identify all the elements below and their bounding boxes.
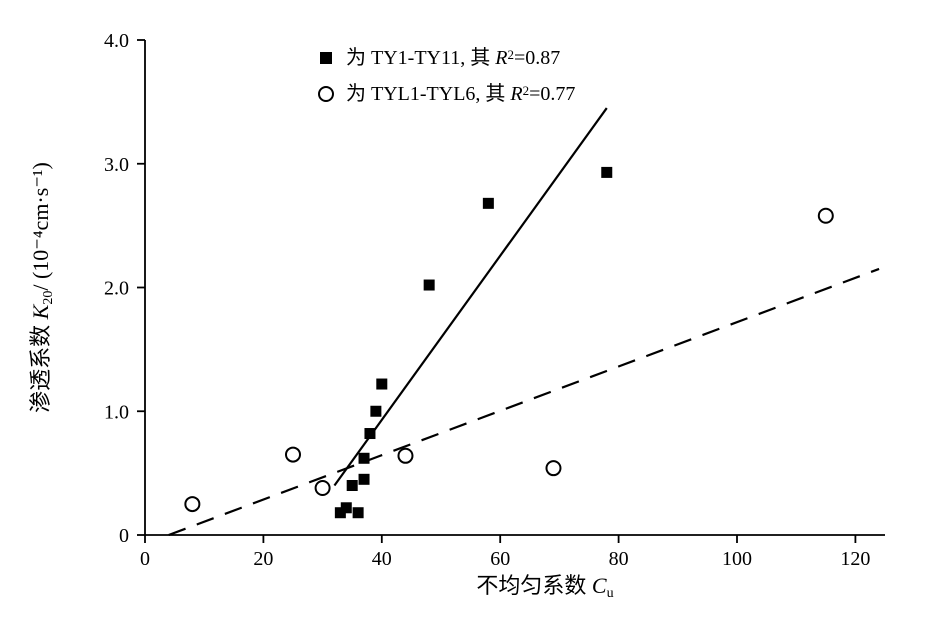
y-axis-label: 渗透系数 K20/ (10⁻⁴cm·s⁻¹) [28, 162, 56, 413]
x-tick-label: 40 [372, 548, 392, 570]
point-s2 [316, 481, 330, 495]
trend-line-s2 [169, 269, 879, 535]
x-tick-label: 0 [140, 548, 150, 570]
point-s1 [353, 507, 364, 518]
scatter-chart: 0 20 40 60 80 100 120 0 1.0 2.0 3.0 4.0 不均匀系数 Cu 渗透系数… [0, 0, 942, 622]
point-s1 [601, 167, 612, 178]
x-tick-label: 80 [609, 548, 629, 570]
x-tick-label: 60 [490, 548, 510, 570]
point-s1 [364, 428, 375, 439]
point-s2 [398, 449, 412, 463]
x-tick-label: 100 [722, 548, 752, 570]
axes [145, 40, 885, 535]
point-s1 [347, 480, 358, 491]
point-s1 [341, 502, 352, 513]
point-s1 [424, 280, 435, 291]
chart-svg: 0 20 40 60 80 100 120 0 1.0 2.0 3.0 4.0 不均匀系数 Cu 渗透系数… [0, 0, 942, 622]
legend-label-s2: 为 TYL1-TYL6, 其 R2=0.77 [346, 82, 575, 105]
x-tick-label: 120 [840, 548, 870, 570]
legend-label-s1: 为 TY1-TY11, 其 R2=0.87 [346, 46, 560, 69]
point-s1 [359, 474, 370, 485]
point-s1 [483, 198, 494, 209]
point-s2 [185, 497, 199, 511]
point-s2 [286, 448, 300, 462]
point-s1 [359, 453, 370, 464]
y-tick-label: 1.0 [104, 401, 129, 423]
point-s2 [546, 461, 560, 475]
y-tick-label: 3.0 [104, 154, 129, 176]
x-tick-label: 20 [253, 548, 273, 570]
y-tick-label: 2.0 [104, 278, 129, 300]
legend-marker-square-icon [320, 52, 332, 64]
y-tick-label: 4.0 [104, 30, 129, 52]
y-tick-label: 0 [119, 525, 129, 547]
x-axis-label: 不均匀系数 Cu [476, 573, 613, 601]
point-s1 [370, 406, 381, 417]
legend-marker-circle-icon [319, 87, 333, 101]
point-s1 [376, 379, 387, 390]
point-s2 [819, 209, 833, 223]
